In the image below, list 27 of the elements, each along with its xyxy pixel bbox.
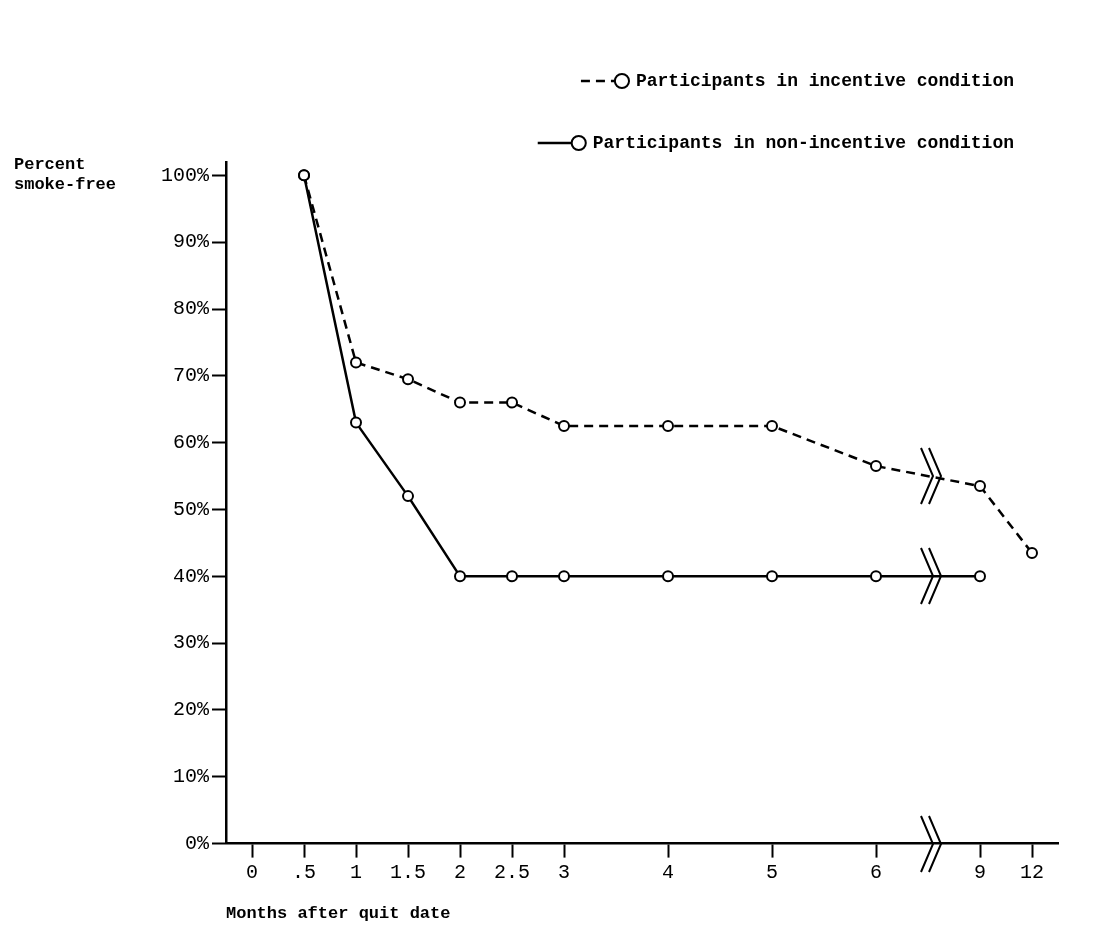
y-tick-label: 80% xyxy=(172,297,210,321)
x-tick-label: 1.5 xyxy=(390,860,427,884)
x-tick-label: 2 xyxy=(454,860,467,884)
legend-label: Participants in non-incentive condition xyxy=(592,132,1015,153)
y-tick-label: 40% xyxy=(172,564,210,588)
x-tick-label: 6 xyxy=(869,860,883,884)
x-tick-label: 12 xyxy=(1019,860,1045,884)
x-tick-label: 5 xyxy=(765,860,779,884)
y-tick-label: 0% xyxy=(184,831,210,855)
x-tick-label: 0 xyxy=(246,860,259,884)
y-tick-label: 30% xyxy=(172,631,210,655)
x-tick-label: 1 xyxy=(350,860,363,884)
legend-label: Participants in incentive condition xyxy=(635,70,1014,91)
y-axis-title: Percent smoke-free xyxy=(14,154,117,194)
x-tick-label: 9 xyxy=(973,860,987,884)
y-tick-label: 70% xyxy=(172,364,210,388)
y-tick-label: 90% xyxy=(172,230,210,254)
y-tick-label: 60% xyxy=(172,430,210,454)
y-tick-label: 10% xyxy=(172,765,210,789)
y-tick-label: 50% xyxy=(172,497,210,521)
x-tick-label: 2.5 xyxy=(494,860,531,884)
y-tick-label: 100% xyxy=(160,163,210,187)
x-axis-title: Months after quit date xyxy=(226,904,451,924)
y-tick-label: 20% xyxy=(172,698,210,722)
x-tick-label: 3 xyxy=(558,860,571,884)
x-tick-label: .5 xyxy=(292,860,317,884)
x-tick-label: 4 xyxy=(662,860,675,884)
